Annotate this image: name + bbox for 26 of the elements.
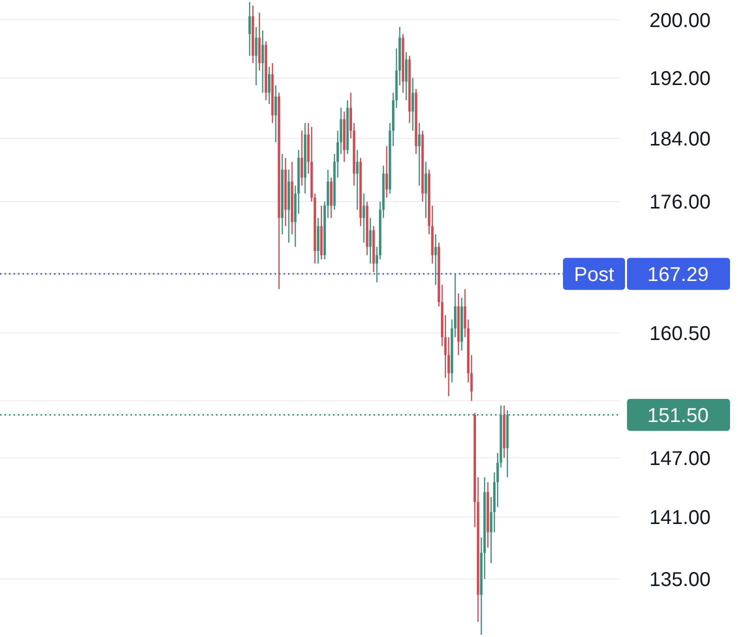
candlestick — [356, 149, 359, 210]
candlestick — [362, 192, 366, 244]
y-tick-label: 151.50 — [647, 404, 709, 427]
y-tick-label: 184.00 — [649, 128, 711, 150]
candlestick — [369, 217, 372, 264]
candlestick — [434, 234, 437, 286]
candlestick — [424, 161, 428, 218]
candlestick — [261, 30, 264, 94]
candlestick — [248, 2, 251, 56]
y-tick-label: 176.00 — [649, 192, 711, 214]
y-tick-label: 160.50 — [649, 322, 711, 345]
ref-line-label: Post — [574, 264, 614, 286]
y-tick-label: 135.00 — [649, 568, 711, 591]
candlestick — [418, 122, 421, 186]
candlestick — [274, 84, 277, 143]
candlestick — [268, 66, 270, 105]
candlestick — [254, 26, 258, 86]
candlestick — [412, 77, 414, 132]
candlestick — [385, 146, 388, 198]
y-tick-label: 192.00 — [649, 68, 711, 90]
y-tick-label: 141.00 — [649, 507, 711, 530]
y-tick-label: 200.00 — [649, 10, 711, 32]
y-tick-label: 147.00 — [649, 448, 711, 470]
y-tick-label: 167.29 — [647, 264, 709, 286]
candlestick — [300, 130, 304, 186]
candlestick — [405, 52, 408, 101]
